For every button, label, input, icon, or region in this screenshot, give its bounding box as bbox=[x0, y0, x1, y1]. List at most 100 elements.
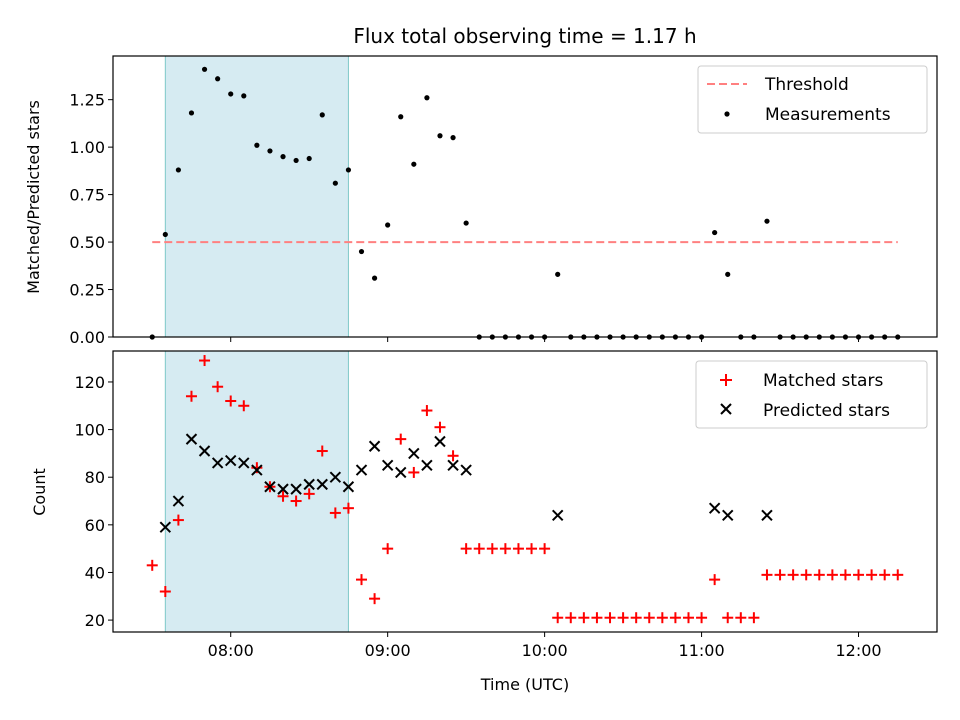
predicted-star-marker bbox=[408, 447, 420, 460]
matched-star-marker bbox=[356, 574, 368, 586]
measurement-point bbox=[254, 142, 260, 148]
measurement-point bbox=[215, 76, 221, 82]
predicted-star-marker bbox=[159, 521, 172, 533]
y-tick-label: 100 bbox=[74, 421, 105, 440]
matched-star-marker bbox=[382, 543, 394, 555]
legend-threshold-label: Threshold bbox=[764, 75, 849, 95]
matched-star-marker bbox=[643, 612, 655, 624]
matched-star-marker bbox=[722, 612, 734, 624]
matched-star-marker bbox=[212, 381, 224, 393]
bottom-legend: Matched stars Predicted stars bbox=[695, 360, 928, 429]
measurement-point bbox=[188, 110, 195, 116]
bottom-x-axis-ticks: 08:00 09:00 10:00 11:00 12:00 bbox=[208, 632, 882, 660]
predicted-star-marker bbox=[381, 459, 394, 472]
y-tick-label: 0.25 bbox=[69, 281, 105, 300]
matched-star-marker bbox=[290, 495, 302, 507]
measurement-point bbox=[201, 66, 208, 72]
matched-star-marker bbox=[159, 586, 171, 598]
y-tick-label: 1.25 bbox=[69, 91, 105, 110]
chart-title: Flux total observing time = 1.17 h bbox=[353, 24, 696, 48]
measurement-point bbox=[319, 112, 325, 118]
matched-star-marker bbox=[342, 502, 354, 514]
matched-star-marker bbox=[447, 450, 459, 462]
top-panel: 0.00 0.25 0.50 0.75 1.00 1.25 Matched/Predict… bbox=[24, 55, 938, 347]
predicted-star-marker bbox=[211, 457, 224, 469]
measurement-point bbox=[175, 167, 181, 173]
measurement-point bbox=[424, 95, 430, 101]
matched-star-marker bbox=[617, 612, 629, 624]
predicted-star-marker bbox=[722, 509, 734, 522]
measurement-point bbox=[345, 167, 352, 173]
predicted-star-marker bbox=[421, 459, 433, 472]
highlight-interval-top bbox=[164, 55, 349, 338]
matched-star-marker bbox=[552, 612, 564, 624]
matched-star-marker bbox=[826, 569, 838, 581]
legend-measurements-swatch bbox=[724, 111, 730, 117]
matched-star-marker bbox=[682, 612, 694, 624]
legend-measurements-label: Measurements bbox=[765, 105, 891, 125]
measurement-point bbox=[712, 229, 718, 236]
predicted-star-marker bbox=[185, 433, 198, 445]
highlight-interval-bottom bbox=[164, 350, 349, 633]
y-tick-label: 1.00 bbox=[69, 138, 105, 157]
matched-star-marker bbox=[460, 543, 472, 555]
x-tick-label: 10:00 bbox=[522, 641, 568, 660]
matched-star-marker bbox=[199, 355, 211, 367]
matched-star-marker bbox=[892, 569, 904, 581]
y-tick-label: 20 bbox=[85, 611, 105, 630]
matched-star-marker bbox=[395, 433, 407, 445]
x-tick-label: 09:00 bbox=[365, 641, 411, 660]
matched-star-marker bbox=[813, 569, 825, 581]
measurement-point bbox=[267, 148, 273, 154]
measurement-point bbox=[437, 133, 443, 139]
measurement-point bbox=[228, 91, 234, 97]
top-y-axis-ticks: 0.00 0.25 0.50 0.75 1.00 1.25 bbox=[69, 91, 113, 347]
predicted-star-marker bbox=[460, 464, 472, 476]
bottom-y-axis-label: Count bbox=[30, 468, 49, 516]
measurement-point bbox=[241, 93, 247, 99]
predicted-star-marker bbox=[761, 509, 773, 522]
measurement-point bbox=[725, 271, 731, 277]
matched-star-marker bbox=[172, 514, 184, 526]
predicted-star-marker bbox=[290, 483, 302, 495]
predicted-star-marker bbox=[708, 502, 721, 514]
bottom-legend-box bbox=[695, 360, 928, 429]
matched-star-marker bbox=[604, 612, 616, 624]
predicted-star-marker bbox=[447, 459, 459, 472]
predicted-star-marker bbox=[342, 481, 355, 493]
matched-star-marker bbox=[512, 543, 524, 555]
predicted-star-marker bbox=[303, 478, 315, 491]
measurement-point bbox=[280, 154, 286, 160]
measurement-point bbox=[450, 135, 456, 141]
matched-star-marker bbox=[696, 612, 708, 624]
measurement-point bbox=[162, 231, 168, 238]
legend-matched-swatch bbox=[720, 374, 732, 386]
measurement-point bbox=[411, 161, 417, 167]
matched-star-marker bbox=[800, 569, 812, 581]
predicted-star-marker bbox=[238, 457, 250, 469]
bottom-panel: 20 40 60 80 100 120 08:00 09:00 10:00 11:00 12:00… bbox=[30, 350, 938, 694]
matched-star-marker bbox=[146, 559, 158, 571]
matched-star-marker bbox=[565, 612, 577, 624]
matched-star-marker bbox=[277, 490, 289, 502]
y-tick-label: 120 bbox=[74, 373, 105, 392]
matched-star-marker bbox=[866, 569, 878, 581]
matched-star-marker bbox=[303, 488, 315, 500]
y-tick-label: 40 bbox=[85, 563, 105, 582]
legend-predicted-label: Predicted stars bbox=[763, 401, 890, 421]
matched-star-marker bbox=[185, 390, 197, 402]
x-axis-label: Time (UTC) bbox=[480, 675, 569, 694]
matched-star-marker bbox=[879, 569, 891, 581]
measurement-point bbox=[358, 248, 365, 255]
matched-star-marker bbox=[316, 445, 328, 457]
measurement-point bbox=[332, 180, 338, 186]
predicted-star-marker bbox=[316, 478, 328, 491]
matched-star-marker bbox=[539, 543, 551, 555]
matched-star-marker bbox=[369, 593, 381, 605]
matched-star-marker bbox=[774, 569, 786, 581]
top-axes-frame bbox=[112, 55, 938, 338]
matched-star-marker bbox=[761, 569, 773, 581]
predicted-star-marker bbox=[355, 464, 368, 476]
predicted-star-marker bbox=[264, 481, 276, 493]
